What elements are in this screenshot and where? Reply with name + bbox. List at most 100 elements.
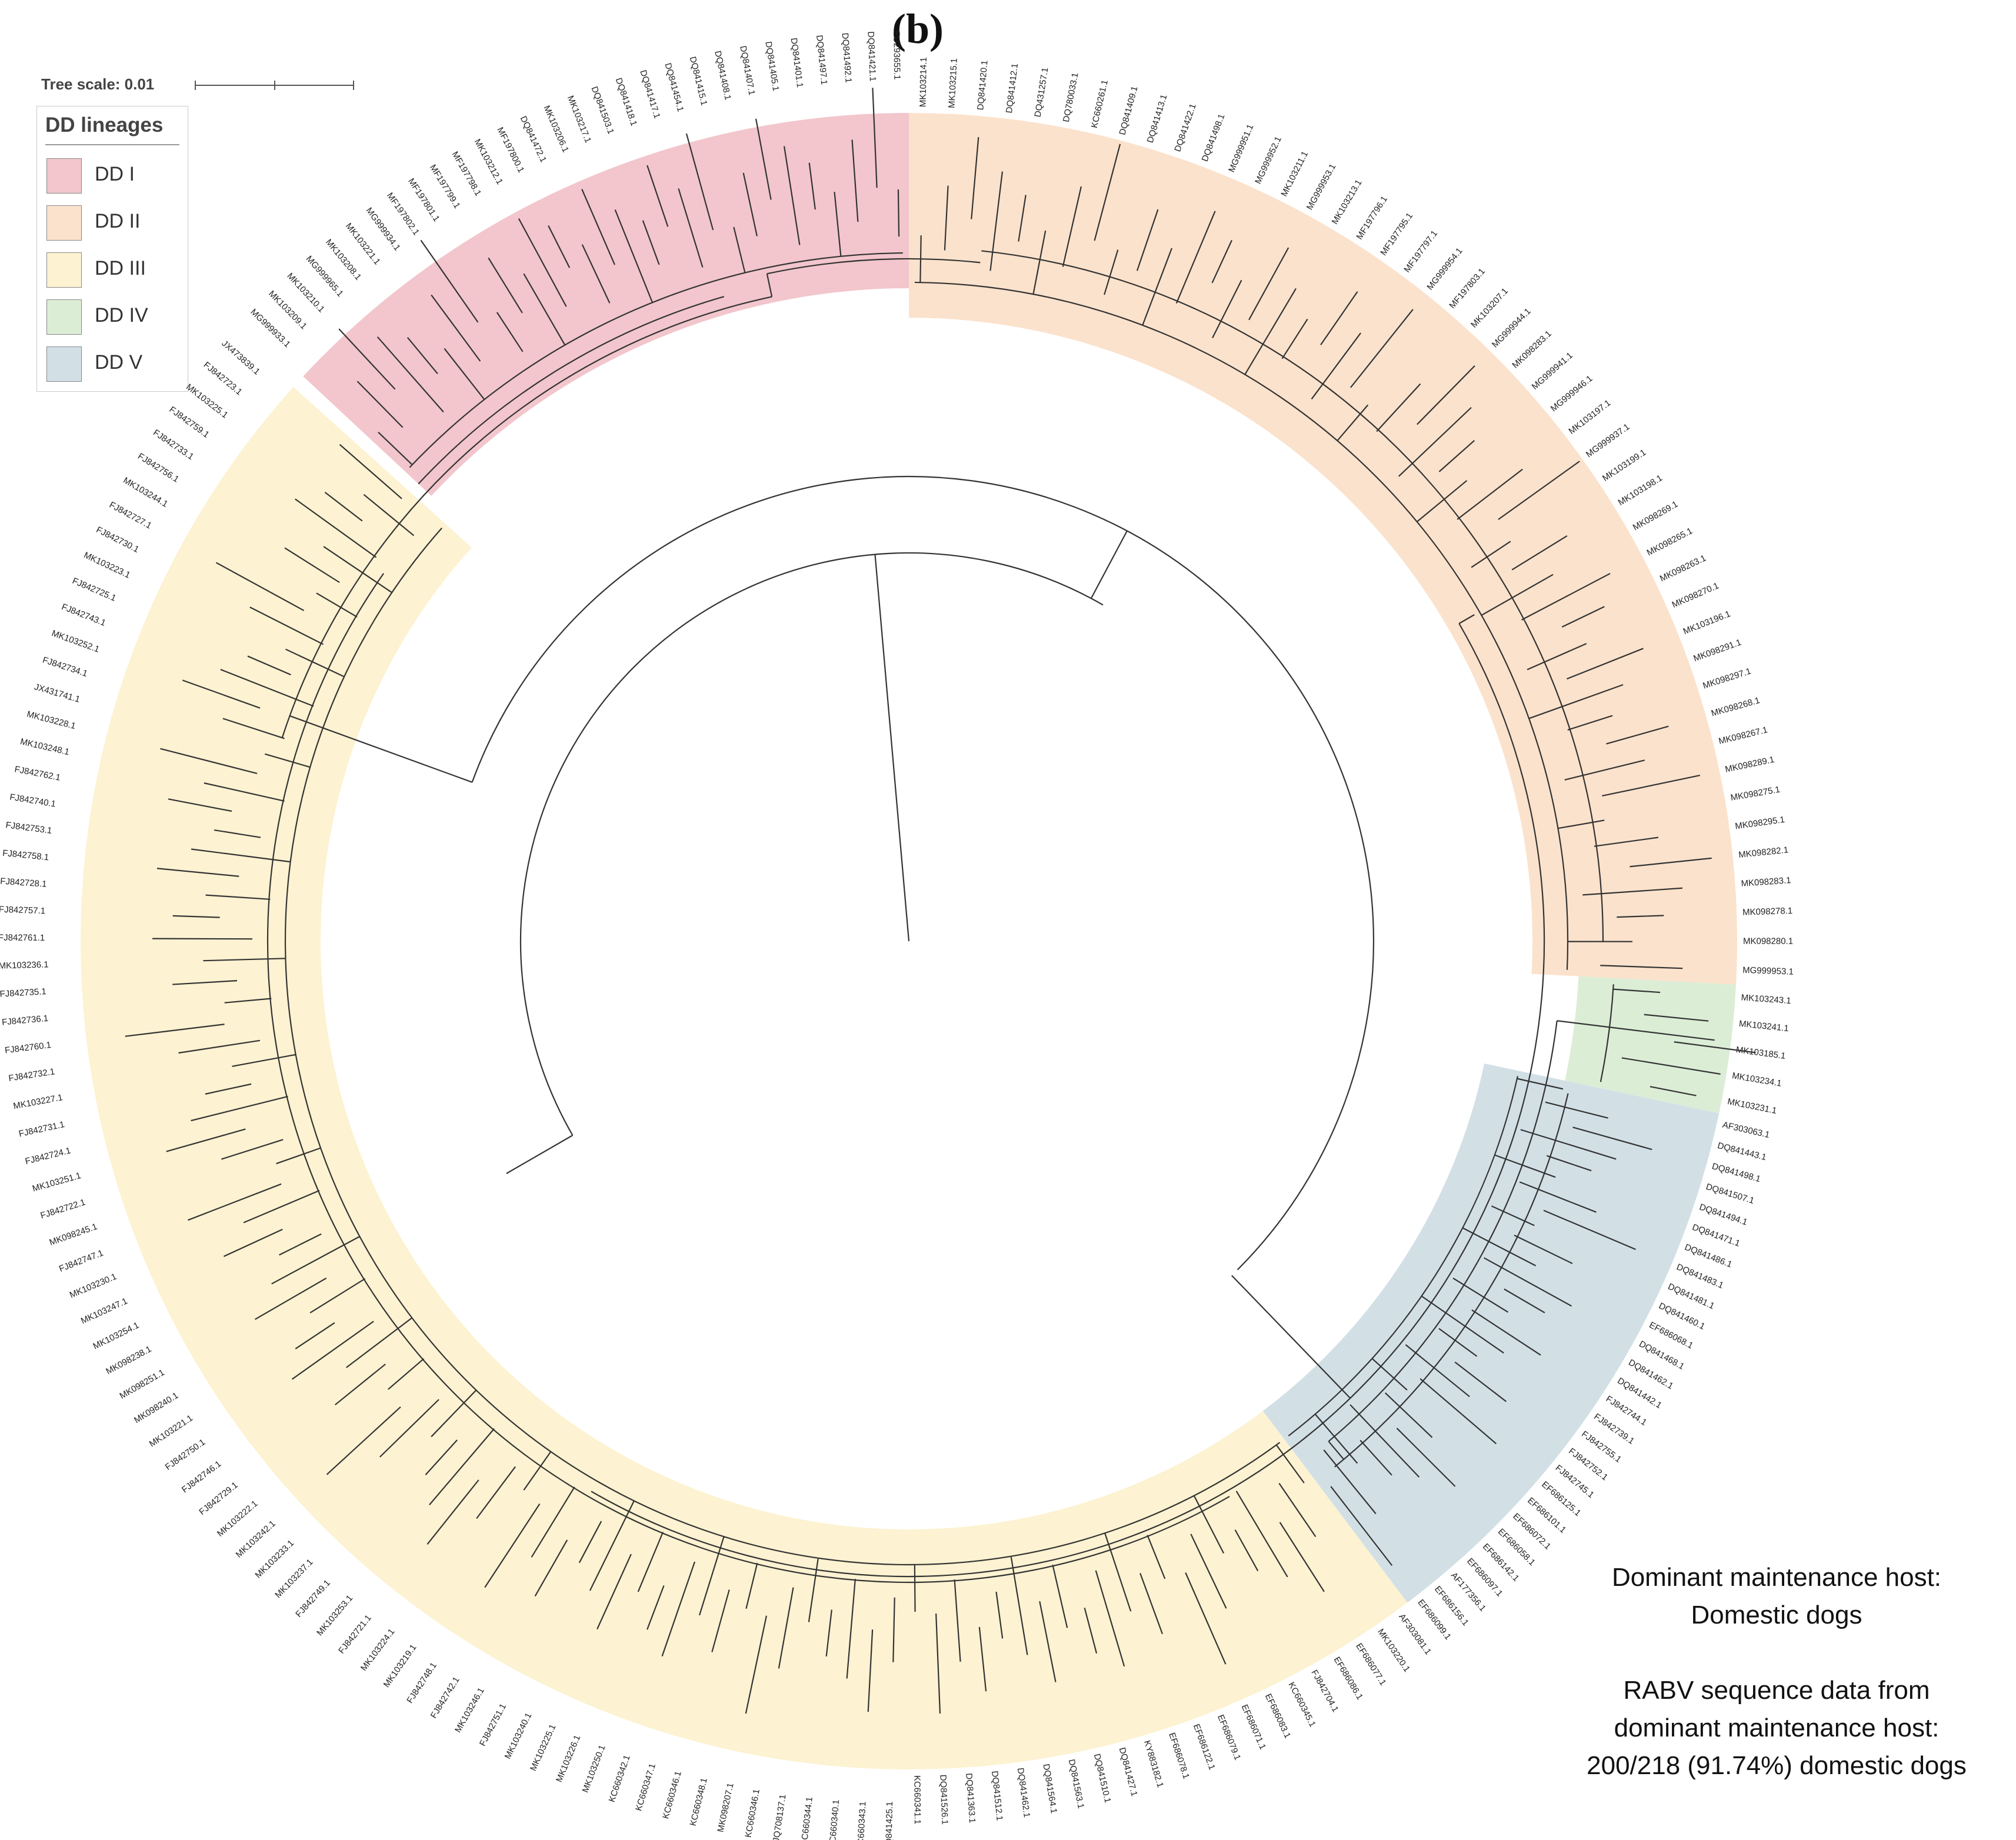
host-info: Dominant maintenance host: Domestic dogs…: [1553, 1559, 2000, 1785]
clade-band: [1262, 1063, 1720, 1603]
tip-label: JX431741.1: [33, 682, 81, 705]
tip-label: FJ842729.1: [197, 1480, 239, 1517]
tip-label: MK103185.1: [1735, 1045, 1787, 1061]
tip-label: MK103207.1: [1469, 286, 1510, 329]
clade-branches: [125, 444, 1325, 1714]
legend-swatch: [46, 158, 82, 194]
tip-label: KC660342.1: [607, 1754, 632, 1804]
tip-label: MK103198.1: [1617, 473, 1664, 508]
clade-branches: [1288, 1076, 1652, 1566]
tip-label: DQ841420.1: [975, 60, 989, 111]
tip-label: DQ841417.1: [638, 69, 662, 119]
tip-label: MF197798.1: [450, 150, 484, 198]
data-heading-line1: RABV sequence data from: [1623, 1676, 1930, 1705]
tip-label: MG999952.1: [1253, 135, 1284, 186]
tip-label: DQ841454.1: [662, 62, 685, 113]
tip-label: DQ841494.1: [1698, 1202, 1748, 1227]
tip-label: FJ842732.1: [8, 1066, 55, 1084]
tip-label: DQ841409.1: [1117, 85, 1139, 136]
tip-label: MK103241.1: [1738, 1019, 1789, 1034]
panel-label: (b): [892, 5, 944, 52]
tip-label: FJ842751.1: [478, 1702, 508, 1748]
tip-label: DQ431257.1: [1033, 67, 1051, 118]
clade-band: [1565, 976, 1737, 1114]
tip-label: FJ842704.1: [1309, 1668, 1340, 1714]
tip-label: MK103242.1: [234, 1519, 278, 1560]
tip-label: KC660346.1: [744, 1788, 762, 1838]
tip-label: MF197800.1: [495, 126, 526, 175]
legend-item-dd5: DD V: [46, 344, 182, 382]
tip-label: EF686122.1: [1191, 1723, 1217, 1772]
tip-label: MK098280.1: [1743, 936, 1793, 946]
tip-label: MK098291.1: [1692, 637, 1742, 664]
tip-label: MK103248.1: [19, 736, 71, 757]
legend-item-dd3: DD III: [46, 250, 182, 288]
tip-label: DQ841510.1: [1092, 1753, 1113, 1804]
tip-label: MF197797.1: [1402, 229, 1439, 275]
tip-label: KC660341.1: [912, 1775, 922, 1825]
tip-label: DQ841564.1: [1041, 1763, 1059, 1814]
tip-label: DQ841421.1: [865, 31, 878, 82]
lineage-legend: DD lineages DD I DD II DD III DD IV DD V: [36, 106, 188, 392]
tip-label: FJ842750.1: [164, 1437, 207, 1472]
tip-label: MK098282.1: [1738, 845, 1789, 860]
legend-divider: [45, 144, 179, 145]
tip-label: DQ841498.1: [1711, 1161, 1762, 1184]
tip-label: MK103225.1: [184, 382, 230, 420]
tip-label: MK103222.1: [215, 1499, 260, 1539]
tip-label: FJ842753.1: [5, 820, 53, 836]
tip-label: MK103211.1: [1279, 149, 1310, 198]
tip-label: MK103206.1: [541, 104, 571, 154]
tip-label: MK103213.1: [1330, 178, 1364, 226]
tip-label: FJ842721.1: [336, 1613, 374, 1656]
tip-label: JX473839.1: [219, 338, 262, 376]
tip-label: MK098270.1: [1671, 581, 1721, 610]
tip-label: FJ842728.1: [0, 876, 47, 889]
tip-label: EU293655.1: [891, 31, 902, 80]
tip-label: MK098269.1: [1631, 499, 1680, 533]
tip-label: MK098297.1: [1702, 666, 1752, 691]
tree-backbone: [266, 250, 1715, 1584]
tip-label: MK103212.1: [472, 138, 505, 186]
tip-label: MK103227.1: [12, 1092, 64, 1111]
tip-label: DQ841405.1: [763, 41, 781, 92]
tip-label: MK103237.1: [273, 1557, 315, 1600]
legend-item-dd1: DD I: [46, 156, 182, 194]
tip-label: EF686086.1: [1332, 1655, 1365, 1702]
tip-label: MK098265.1: [1645, 526, 1694, 558]
clade-branches: [1600, 984, 1756, 1096]
tip-label: FJ842724.1: [24, 1145, 72, 1166]
legend-label: DD II: [95, 210, 141, 232]
tip-label: DQ841563.1: [1067, 1758, 1086, 1809]
clade-band: [909, 113, 1737, 985]
tip-label: MK103253.1: [315, 1593, 355, 1638]
tip-label: FJ842731.1: [18, 1119, 65, 1139]
tip-label: DQ841498.1: [1200, 112, 1227, 163]
tip-label: KC660345.1: [1286, 1681, 1317, 1729]
tip-label: MK103240.1: [503, 1711, 534, 1761]
tip-label: EF686079.1: [1215, 1714, 1242, 1762]
tip-label: FJ842747.1: [58, 1248, 105, 1274]
tip-label: MK103197.1: [1567, 398, 1613, 436]
tip-label: DQ841425.1: [884, 1801, 895, 1840]
tip-label: FJ842725.1: [71, 576, 117, 604]
tip-label: MK098275.1: [1730, 785, 1781, 803]
tip-label: DQ841462.1: [1015, 1767, 1032, 1818]
tip-label: MK098283.1: [1510, 329, 1553, 371]
tree-scale-label: Tree scale: 0.01: [41, 75, 155, 93]
tip-label: DQ841408.1: [712, 50, 733, 101]
clade-branches: [914, 137, 1712, 970]
tip-label: FJ842756.1: [136, 451, 181, 485]
tip-label: FJ842762.1: [14, 764, 61, 783]
tip-label: DQ841507.1: [1705, 1182, 1755, 1206]
tip-label: DQ841412.1: [1004, 63, 1020, 114]
tip-label: DQ780033.1: [1061, 72, 1081, 123]
tip-label: FJ842759.1: [167, 405, 211, 440]
tip-label: MK103224.1: [359, 1627, 397, 1673]
tip-label: MK103228.1: [26, 709, 77, 732]
tip-label: DQ841503.1: [589, 85, 616, 136]
tip-label: MK103246.1: [453, 1686, 486, 1734]
legend-label: DD I: [95, 163, 135, 185]
legend-item-dd4: DD IV: [46, 297, 182, 335]
tip-label: JQ708137.1: [771, 1794, 788, 1840]
